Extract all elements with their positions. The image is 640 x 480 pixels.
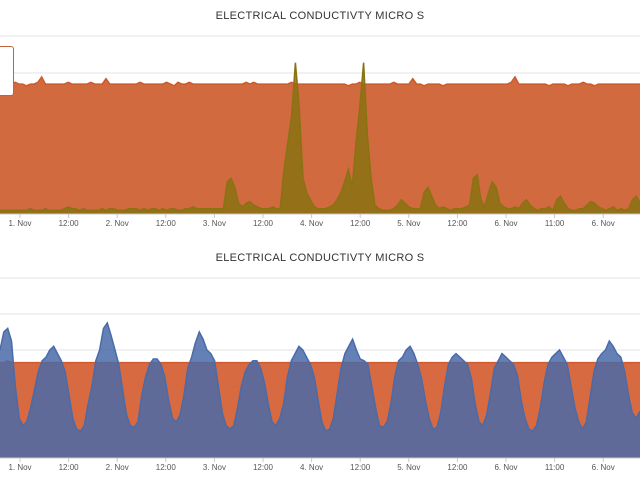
x-tick-label: 12:00: [156, 463, 177, 472]
chart-panel-top: ELECTRICAL CONDUCTIVTY MICRO S 1. Nov 12:…: [0, 10, 640, 228]
x-tick-label: 11:00: [545, 219, 565, 228]
x-tick-label: 12:00: [59, 463, 80, 472]
x-tick-label: 12:00: [350, 463, 371, 472]
x-tick-label: 12:00: [156, 219, 177, 228]
chart-title: ELECTRICAL CONDUCTIVTY MICRO S: [215, 10, 425, 22]
series-line-0: [0, 75, 640, 87]
legend[interactable]: O S: [0, 46, 14, 96]
x-tick-label: 2. Nov: [106, 463, 129, 472]
x-tick-label: 6. Nov: [592, 463, 615, 472]
chart-top-svg: 1. Nov 12:00 2. Nov 12:00 3. Nov 12:00 4. Nov 1…: [0, 35, 640, 228]
x-tick-label: 12:00: [253, 463, 274, 472]
x-tick-label: 2. Nov: [106, 219, 129, 228]
x-tick-label: 6. Nov: [592, 219, 615, 228]
chart-title: ELECTRICAL CONDUCTIVTY MICRO S: [215, 252, 425, 264]
x-tick-label: 3. Nov: [203, 219, 226, 228]
series-area-0: [0, 76, 640, 215]
x-tick-label: 3. Nov: [203, 463, 226, 472]
chart-panel-bottom: ELECTRICAL CONDUCTIVTY MICRO S 1. Nov 12:…: [0, 242, 640, 480]
x-tick-label: 1. Nov: [8, 463, 31, 472]
x-tick-label: 11:00: [545, 463, 565, 472]
x-tick-label: 12:00: [59, 219, 80, 228]
x-tick-label: 12:00: [253, 219, 274, 228]
x-tick-label: 12:00: [447, 219, 468, 228]
series-area-1: [0, 323, 640, 458]
x-tick-label: 6. Nov: [494, 463, 517, 472]
x-tick-label: 12:00: [350, 219, 371, 228]
x-tick-label: 12:00: [447, 463, 468, 472]
chart-bottom-svg: 1. Nov 12:00 2. Nov 12:00 3. Nov 12:00 4. Nov 1…: [0, 277, 640, 472]
x-tick-label: 6. Nov: [494, 219, 517, 228]
x-tick-label: 1. Nov: [8, 219, 31, 228]
series-line-1: [0, 321, 640, 433]
x-tick-label: 5. Nov: [397, 463, 420, 472]
x-tick-label: 4. Nov: [300, 463, 323, 472]
series-line-1: [0, 62, 640, 212]
x-tick-label: 5. Nov: [397, 219, 420, 228]
x-tick-label: 4. Nov: [300, 219, 323, 228]
